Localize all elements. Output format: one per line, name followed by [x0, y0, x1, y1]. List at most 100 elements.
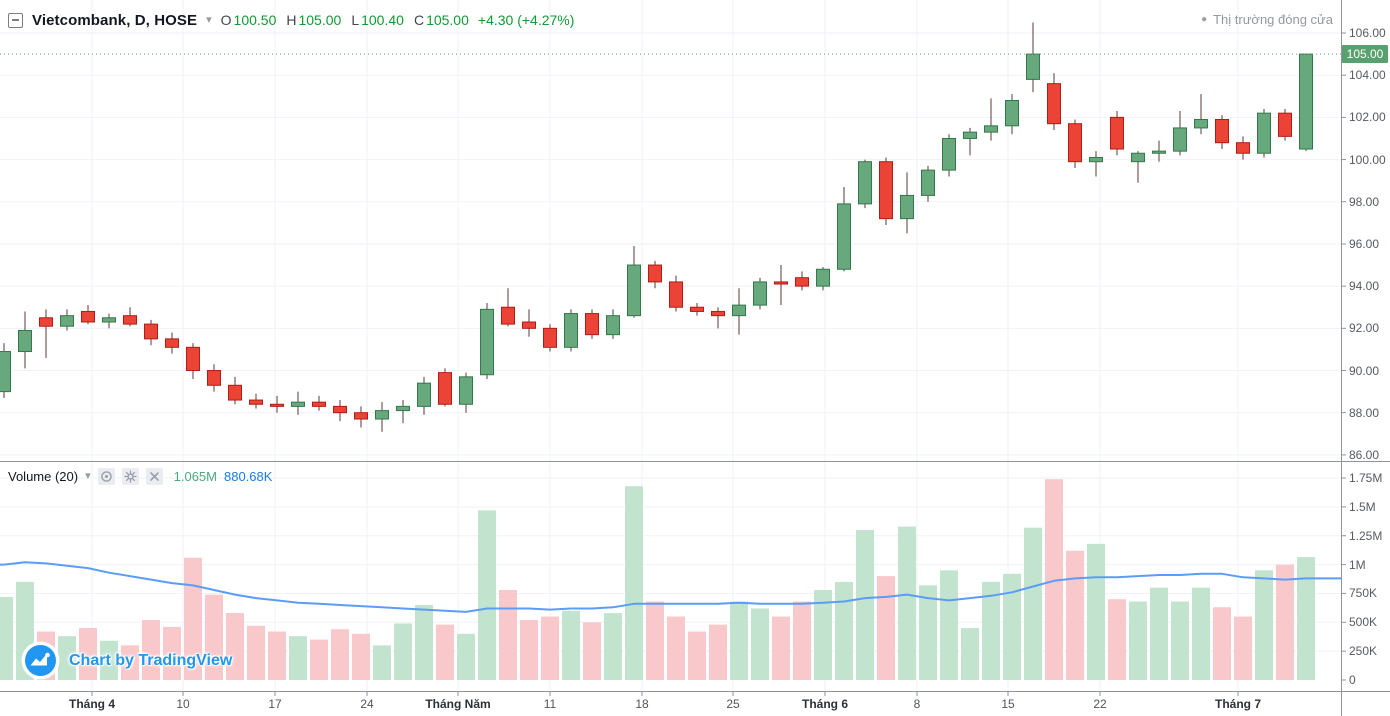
collapse-pane-icon[interactable]	[8, 12, 23, 28]
candle	[1131, 151, 1145, 183]
volume-bar	[835, 581, 853, 680]
volume-indicator-label[interactable]: Volume (20)	[8, 468, 79, 484]
price-tick-label: 86.00	[1349, 447, 1380, 462]
market-status-text: Thị trường đóng cửa	[1213, 12, 1333, 27]
candle-body	[1278, 112, 1292, 137]
volume-bar	[310, 639, 328, 680]
close-label: C	[413, 12, 425, 28]
candle	[711, 307, 725, 329]
candle-body	[39, 317, 53, 327]
open-label: O	[220, 12, 232, 28]
candle	[1173, 111, 1187, 156]
candle-body	[564, 313, 578, 348]
candle	[690, 303, 704, 316]
price-tick-label: 100.00	[1349, 152, 1386, 167]
candle	[39, 309, 53, 358]
volume-bar	[625, 486, 643, 680]
candle	[879, 157, 893, 225]
candle-body	[1005, 100, 1019, 127]
candle-body	[1047, 83, 1061, 125]
candle	[837, 186, 851, 272]
candle	[522, 309, 536, 337]
candle	[1299, 53, 1313, 152]
volume-bar	[1192, 587, 1210, 680]
volume-ma-line	[0, 561, 1342, 613]
candle	[564, 309, 578, 352]
candle-body	[1215, 118, 1229, 144]
candle-body	[270, 403, 284, 407]
volume-bar	[1171, 601, 1189, 680]
candle-body	[1089, 156, 1103, 163]
volume-bar	[772, 616, 790, 680]
candle	[1068, 119, 1082, 169]
volume-bar	[184, 557, 202, 680]
volume-bar	[898, 526, 916, 680]
candle	[354, 406, 368, 428]
candle	[165, 332, 179, 354]
candle	[102, 313, 116, 329]
volume-bar	[478, 510, 496, 680]
candle	[18, 311, 32, 369]
candle	[921, 165, 935, 202]
tradingview-attribution[interactable]: Chart by TradingView	[21, 641, 232, 680]
volume-tick-label: 1.5M	[1349, 499, 1376, 514]
candle	[60, 309, 74, 331]
volume-bar	[1024, 527, 1042, 680]
candle-body	[144, 323, 158, 340]
candle-body	[291, 401, 305, 407]
price-axis[interactable]: 105.00 106.00 104.00 102.00 100.00 98.00 96.0…	[1341, 0, 1390, 462]
attribution-text: Chart by TradingView	[69, 651, 233, 669]
status-dot-icon: ●	[1201, 13, 1208, 25]
volume-bar	[1255, 570, 1273, 680]
volume-bar	[142, 619, 160, 680]
candle-body	[333, 405, 347, 414]
volume-bar	[793, 601, 811, 680]
candle	[270, 395, 284, 413]
settings-gear-icon[interactable]	[121, 467, 139, 485]
low-value: 100.40	[361, 12, 404, 28]
volume-bar	[919, 585, 937, 680]
volume-axis[interactable]: 1.75M 1.5M 1.25M 1M 750K 500K 250K 0	[1341, 462, 1390, 691]
volume-ma-value: 880.68K	[224, 468, 273, 484]
volume-bar	[1003, 573, 1021, 680]
candle	[438, 368, 452, 407]
candle-body	[606, 315, 620, 336]
candle-body	[501, 306, 515, 325]
candle-body	[1131, 152, 1145, 163]
candle	[144, 319, 158, 346]
candle	[207, 364, 221, 392]
volume-tick-label: 1.25M	[1349, 528, 1383, 543]
candle-body	[165, 338, 179, 348]
time-tick-label: 17	[268, 697, 282, 711]
volume-bar	[1276, 564, 1294, 680]
candle-body	[1026, 53, 1040, 80]
close-icon[interactable]	[145, 467, 163, 485]
candle	[795, 271, 809, 291]
volume-bar	[709, 624, 727, 680]
time-tick-label: Tháng 6	[801, 697, 849, 711]
candle-body	[1257, 112, 1271, 154]
candle	[984, 98, 998, 141]
candle-body	[312, 401, 326, 407]
volume-tick-label: 1M	[1349, 557, 1366, 572]
volume-menu-caret-icon[interactable]: ▾	[85, 469, 91, 482]
time-tick-label: Tháng Năm	[425, 697, 491, 711]
symbol-menu-caret-icon[interactable]: ▾	[206, 13, 212, 26]
candle	[186, 343, 200, 379]
time-axis[interactable]: Tháng 4 10 17 24 Tháng Năm 11 18 25 Tháng 6 8 15 22…	[0, 691, 1390, 716]
volume-bar	[415, 604, 433, 680]
tradingview-logo-icon	[21, 641, 60, 680]
time-tick-label: 10	[176, 697, 190, 711]
time-tick-label: 24	[360, 697, 374, 711]
price-tick-label: 106.00	[1349, 26, 1386, 40]
visibility-icon[interactable]	[97, 467, 115, 485]
low-label: L	[351, 12, 360, 28]
candle	[333, 400, 347, 422]
candle	[480, 303, 494, 379]
candle-body	[711, 310, 725, 317]
volume-bar	[814, 589, 832, 680]
candle	[1089, 151, 1103, 177]
symbol-title[interactable]: Vietcombank, D, HOSE	[32, 11, 198, 29]
